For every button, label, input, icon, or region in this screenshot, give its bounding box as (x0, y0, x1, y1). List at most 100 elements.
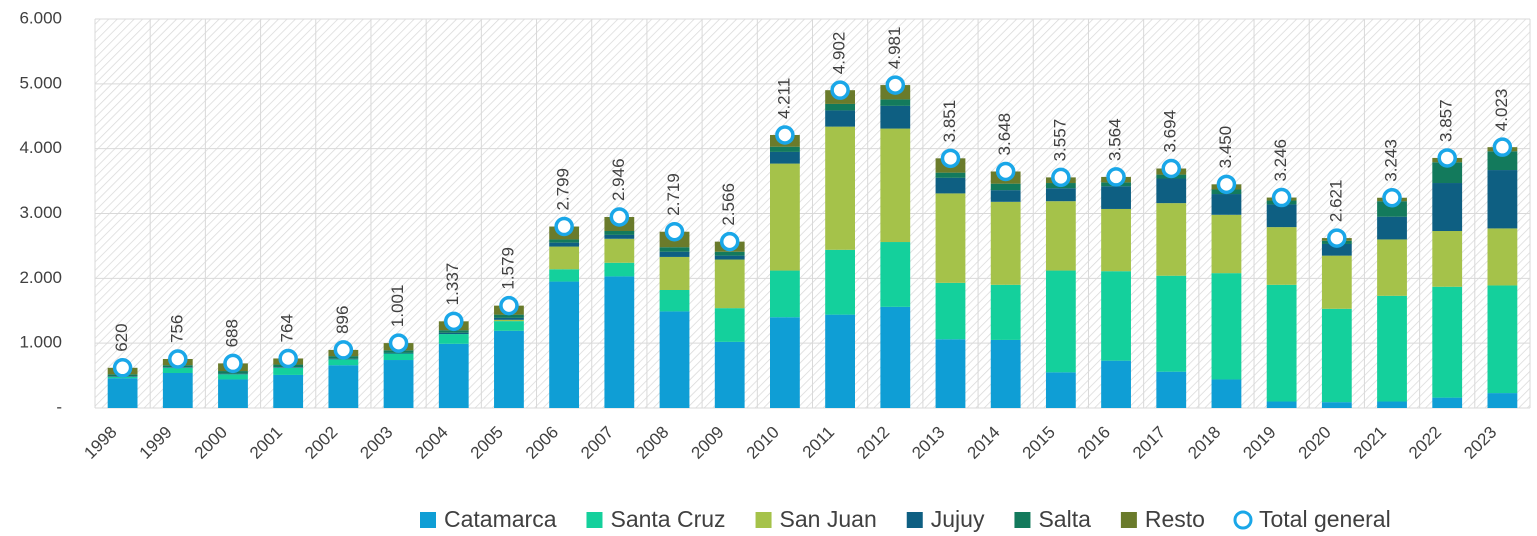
bar-segment (935, 177, 966, 194)
total-marker (609, 207, 630, 227)
bar-segment (1487, 170, 1518, 229)
data-label: 3.648 (995, 113, 1014, 156)
data-label: 3.851 (940, 100, 959, 143)
bar-segment (1045, 201, 1076, 271)
bar-segment (1321, 402, 1352, 408)
bar-segment (1432, 397, 1463, 408)
total-marker (664, 221, 685, 242)
x-tick-label: 2014 (963, 423, 1003, 463)
bar-segment (1377, 239, 1407, 296)
total-marker (1216, 174, 1237, 195)
total-marker (1492, 137, 1513, 157)
bar-segment (1156, 178, 1187, 204)
bar-segment (494, 321, 524, 331)
total-marker (775, 125, 795, 145)
x-tick-label: 2004 (412, 423, 452, 463)
total-marker (444, 311, 464, 332)
legend-marker (1233, 510, 1253, 530)
total-marker (1327, 228, 1347, 248)
x-tick-label: 2012 (853, 423, 893, 463)
bar-segment (1377, 295, 1407, 402)
bar-segment (1101, 186, 1131, 209)
x-tick-label: 2021 (1350, 423, 1390, 463)
bar-segment (1211, 379, 1242, 408)
bar-segment (714, 259, 745, 309)
total-marker (499, 295, 519, 316)
bar-segment (659, 247, 690, 252)
x-tick-label: 2015 (1019, 423, 1059, 463)
x-tick-label: 2002 (301, 423, 341, 463)
bar-segment (1432, 286, 1463, 398)
data-label: 2.719 (664, 173, 683, 216)
data-label: 3.450 (1216, 126, 1235, 169)
data-label: 688 (222, 319, 241, 347)
bar-segment (714, 255, 745, 260)
bar-segment (770, 163, 800, 271)
bar-segment (990, 190, 1021, 202)
bar-segment (880, 105, 911, 129)
bar-segment (1101, 271, 1131, 361)
x-tick-label: 2018 (1184, 423, 1224, 463)
total-marker (830, 80, 850, 100)
x-tick-label: 2022 (1405, 423, 1445, 463)
total-marker (388, 333, 409, 353)
legend-label: Catamarca (444, 506, 557, 532)
bar-segment (218, 373, 248, 375)
bar-segment (383, 352, 414, 354)
y-tick-label: 1.000 (19, 333, 62, 352)
total-marker (995, 161, 1016, 182)
data-label: 3.557 (1050, 119, 1069, 162)
bar-segment (714, 251, 745, 256)
data-label: 620 (112, 323, 131, 351)
data-label: 2.621 (1326, 180, 1345, 223)
x-tick-label: 2003 (356, 423, 396, 463)
y-tick-label: 6.000 (19, 8, 62, 27)
bar-segment (162, 367, 193, 373)
bar-segment (825, 249, 855, 315)
bar-segment (549, 246, 580, 270)
total-marker (1437, 148, 1457, 168)
total-marker (1271, 187, 1292, 208)
y-tick-label: 4.000 (19, 138, 62, 157)
bar-segment (494, 319, 524, 322)
bar-segment (659, 256, 690, 291)
legend-swatch (1014, 512, 1031, 528)
bar-segment (1266, 204, 1297, 228)
total-marker (1161, 158, 1181, 179)
data-label: 756 (167, 315, 186, 343)
bar-segment (990, 183, 1021, 191)
data-label: 4.211 (774, 78, 793, 119)
bar-segment (659, 251, 690, 257)
data-label: 896 (333, 306, 352, 334)
bar-segment (494, 330, 524, 408)
y-tick-label: 2.000 (19, 268, 62, 287)
data-label: 4.902 (830, 32, 849, 75)
bar-segment (328, 359, 359, 366)
bar-segment (990, 284, 1021, 340)
bar-segment (549, 239, 580, 243)
x-tick-label: 1998 (80, 423, 120, 463)
bar-segment (549, 242, 580, 247)
total-marker (112, 358, 133, 378)
y-tick-label: 3.000 (19, 203, 62, 222)
bar-segment (438, 334, 469, 344)
legend-label: Jujuy (931, 506, 985, 532)
total-marker (554, 216, 574, 237)
legend-label: Salta (1038, 506, 1091, 532)
bar-segment (659, 290, 690, 312)
total-marker (168, 349, 188, 369)
bar-segment (604, 262, 635, 277)
bar-segment (273, 367, 304, 375)
bar-segment (1211, 194, 1242, 215)
total-marker (1051, 167, 1071, 188)
bar-segment (990, 201, 1021, 285)
bar-segment (770, 151, 800, 164)
x-tick-label: 2023 (1460, 423, 1500, 463)
bar-segment (825, 103, 855, 111)
x-tick-label: 2005 (467, 423, 507, 463)
data-label: 1.337 (443, 263, 462, 306)
legend-label: Total general (1259, 506, 1391, 532)
data-label: 2.566 (719, 183, 738, 226)
bar-segment (438, 343, 469, 408)
total-marker (940, 148, 961, 169)
